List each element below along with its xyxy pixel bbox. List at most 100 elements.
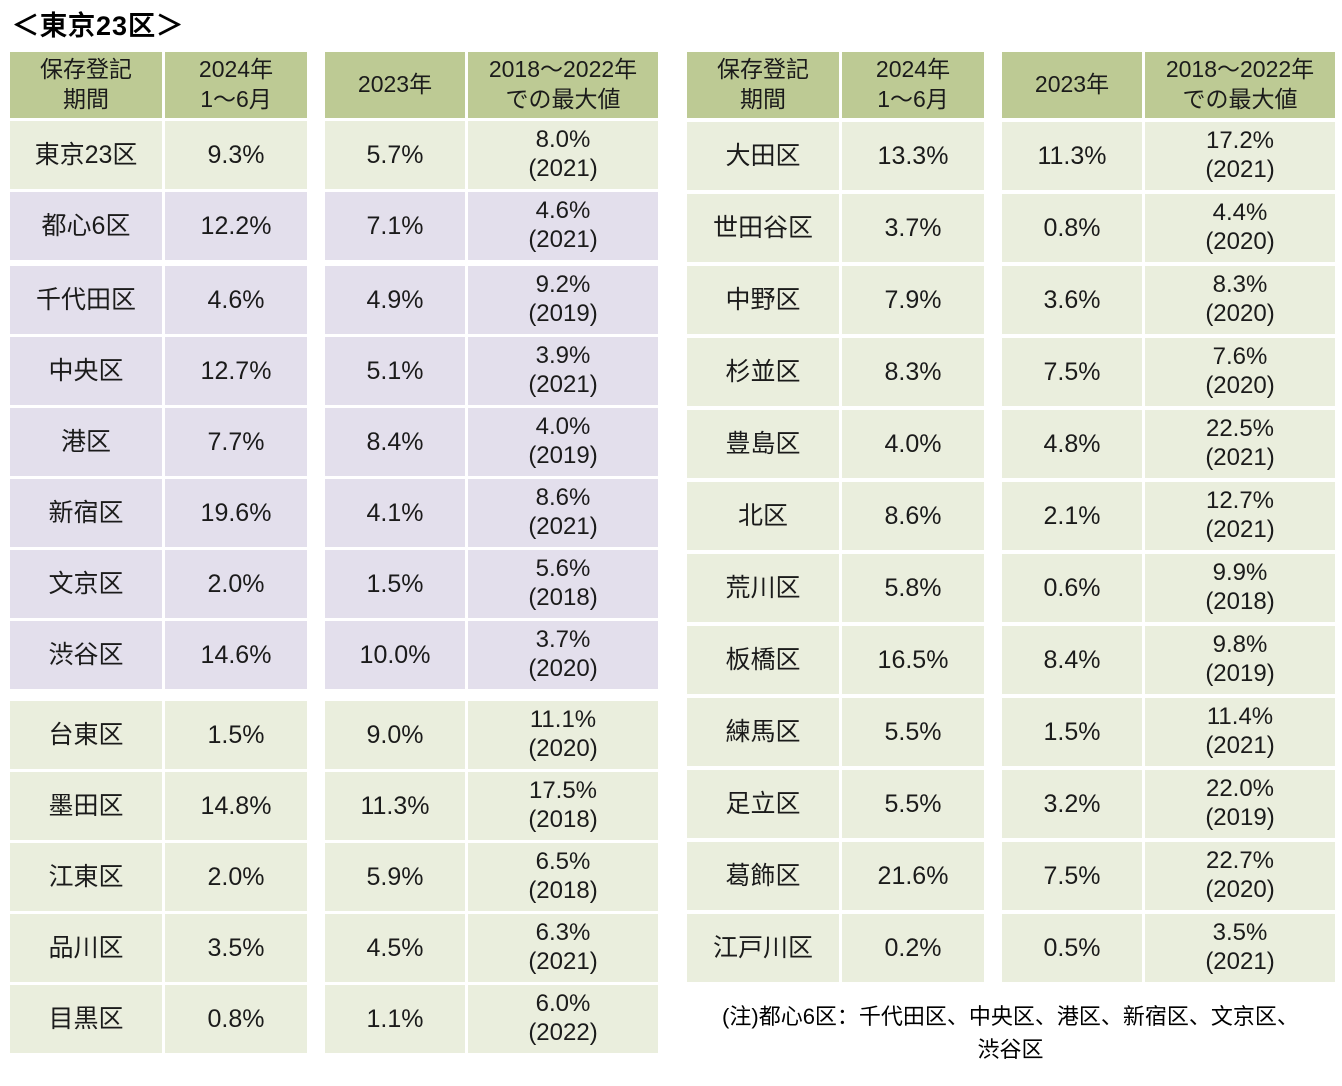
column-header-0: 保存登記 期間 bbox=[10, 52, 162, 118]
table-row: 品川区 3.5% 4.5% 6.3% (2021) bbox=[10, 914, 658, 982]
max-value-cell: 17.2% (2021) bbox=[1145, 122, 1335, 190]
column-header-3: 2018～2022年 での最大値 bbox=[1145, 52, 1335, 118]
value-2024-cell: 2.0% bbox=[165, 843, 307, 911]
max-value-cell: 22.5% (2021) bbox=[1145, 410, 1335, 478]
column-gutter bbox=[310, 914, 322, 982]
ward-cell: 杉並区 bbox=[687, 338, 839, 406]
value-2024-cell: 5.5% bbox=[842, 698, 984, 766]
table-row: 都心6区 12.2% 7.1% 4.6% (2021) bbox=[10, 192, 658, 260]
max-year-text: (2018) bbox=[528, 806, 598, 833]
column-gutter bbox=[987, 122, 999, 190]
value-2023-cell: 4.5% bbox=[325, 914, 465, 982]
max-year-text: (2019) bbox=[1205, 660, 1275, 687]
ward-cell: 江戸川区 bbox=[687, 914, 839, 982]
max-value-text: 12.7% bbox=[1205, 487, 1275, 515]
value-2024-cell: 7.9% bbox=[842, 266, 984, 334]
value-2024-cell: 12.2% bbox=[165, 192, 307, 260]
value-2023-cell: 5.7% bbox=[325, 121, 465, 189]
max-value-text: 4.6% bbox=[535, 197, 591, 225]
table-row: 練馬区 5.5% 1.5% 11.4% (2021) bbox=[687, 698, 1335, 766]
column-gutter bbox=[987, 626, 999, 694]
max-value-text: 7.6% bbox=[1212, 343, 1268, 371]
column-gutter bbox=[310, 843, 322, 911]
tables-container: 保存登記 期間 2024年 1～6月 2023年 2018～2022年 での最大値 東京… bbox=[10, 52, 1335, 1066]
max-year-text: (2021) bbox=[528, 155, 598, 182]
max-year-text: (2018) bbox=[528, 584, 598, 611]
table-row: 大田区 13.3% 11.3% 17.2% (2021) bbox=[687, 122, 1335, 190]
column-header-0: 保存登記 期間 bbox=[687, 52, 839, 118]
max-year-text: (2019) bbox=[1205, 804, 1275, 831]
max-value-cell: 22.7% (2020) bbox=[1145, 842, 1335, 910]
max-value-text: 3.9% bbox=[535, 342, 591, 370]
max-value-text: 4.4% bbox=[1212, 199, 1268, 227]
ward-cell: 足立区 bbox=[687, 770, 839, 838]
ward-cell: 都心6区 bbox=[10, 192, 162, 260]
ward-cell: 品川区 bbox=[10, 914, 162, 982]
table-row: 世田谷区 3.7% 0.8% 4.4% (2020) bbox=[687, 194, 1335, 262]
ward-cell: 葛飾区 bbox=[687, 842, 839, 910]
ward-cell: 目黒区 bbox=[10, 985, 162, 1053]
max-value-text: 6.3% bbox=[535, 919, 591, 947]
max-year-text: (2018) bbox=[1205, 588, 1275, 615]
max-value-text: 5.6% bbox=[535, 555, 591, 583]
max-value-cell: 12.7% (2021) bbox=[1145, 482, 1335, 550]
max-year-text: (2021) bbox=[528, 371, 598, 398]
value-2024-cell: 9.3% bbox=[165, 121, 307, 189]
ward-cell: 台東区 bbox=[10, 701, 162, 769]
column-gutter bbox=[987, 770, 999, 838]
column-header-1: 2024年 1～6月 bbox=[165, 52, 307, 118]
value-2024-cell: 3.7% bbox=[842, 194, 984, 262]
ward-cell: 江東区 bbox=[10, 843, 162, 911]
table-row: 東京23区 9.3% 5.7% 8.0% (2021) bbox=[10, 121, 658, 189]
max-value-text: 9.8% bbox=[1212, 631, 1268, 659]
column-gutter bbox=[310, 266, 322, 334]
column-gutter bbox=[310, 337, 322, 405]
ward-cell: 練馬区 bbox=[687, 698, 839, 766]
value-2023-cell: 5.1% bbox=[325, 337, 465, 405]
ward-cell: 新宿区 bbox=[10, 479, 162, 547]
value-2023-cell: 4.9% bbox=[325, 266, 465, 334]
column-gutter bbox=[987, 914, 999, 982]
value-2024-cell: 19.6% bbox=[165, 479, 307, 547]
ward-table-left: 保存登記 期間 2024年 1～6月 2023年 2018～2022年 での最大値 東京… bbox=[10, 52, 658, 1056]
ward-cell: 墨田区 bbox=[10, 772, 162, 840]
column-gutter bbox=[310, 621, 322, 689]
column-header-2: 2023年 bbox=[325, 52, 465, 118]
value-2024-cell: 16.5% bbox=[842, 626, 984, 694]
footnote-line-2: 渋谷区 bbox=[977, 1037, 1044, 1062]
value-2024-cell: 14.6% bbox=[165, 621, 307, 689]
ward-cell: 北区 bbox=[687, 482, 839, 550]
max-value-text: 4.0% bbox=[535, 413, 591, 441]
max-year-text: (2020) bbox=[1205, 372, 1275, 399]
max-year-text: (2021) bbox=[1205, 516, 1275, 543]
max-value-cell: 17.5% (2018) bbox=[468, 772, 658, 840]
value-2024-cell: 4.0% bbox=[842, 410, 984, 478]
max-value-cell: 8.3% (2020) bbox=[1145, 266, 1335, 334]
header-row: 保存登記 期間 2024年 1～6月 2023年 2018～2022年 での最大値 bbox=[10, 52, 658, 118]
max-value-text: 8.6% bbox=[535, 484, 591, 512]
max-value-cell: 9.9% (2018) bbox=[1145, 554, 1335, 622]
max-value-cell: 3.5% (2021) bbox=[1145, 914, 1335, 982]
max-year-text: (2021) bbox=[1205, 732, 1275, 759]
header-row: 保存登記 期間 2024年 1～6月 2023年 2018～2022年 での最大値 bbox=[687, 52, 1335, 118]
ward-cell: 中野区 bbox=[687, 266, 839, 334]
ward-cell: 文京区 bbox=[10, 550, 162, 618]
column-gutter bbox=[310, 985, 322, 1053]
value-2023-cell: 0.8% bbox=[1002, 194, 1142, 262]
max-year-text: (2021) bbox=[528, 226, 598, 253]
max-value-text: 3.5% bbox=[1212, 919, 1268, 947]
value-2024-cell: 0.2% bbox=[842, 914, 984, 982]
table-row: 荒川区 5.8% 0.6% 9.9% (2018) bbox=[687, 554, 1335, 622]
table-row: 足立区 5.5% 3.2% 22.0% (2019) bbox=[687, 770, 1335, 838]
value-2023-cell: 1.1% bbox=[325, 985, 465, 1053]
max-value-text: 8.0% bbox=[535, 126, 591, 154]
value-2023-cell: 2.1% bbox=[1002, 482, 1142, 550]
value-2023-cell: 0.5% bbox=[1002, 914, 1142, 982]
value-2023-cell: 7.5% bbox=[1002, 338, 1142, 406]
value-2024-cell: 5.5% bbox=[842, 770, 984, 838]
max-value-text: 22.0% bbox=[1205, 775, 1275, 803]
table-row: 江東区 2.0% 5.9% 6.5% (2018) bbox=[10, 843, 658, 911]
ward-cell: 豊島区 bbox=[687, 410, 839, 478]
max-value-cell: 6.3% (2021) bbox=[468, 914, 658, 982]
table-row: 中野区 7.9% 3.6% 8.3% (2020) bbox=[687, 266, 1335, 334]
